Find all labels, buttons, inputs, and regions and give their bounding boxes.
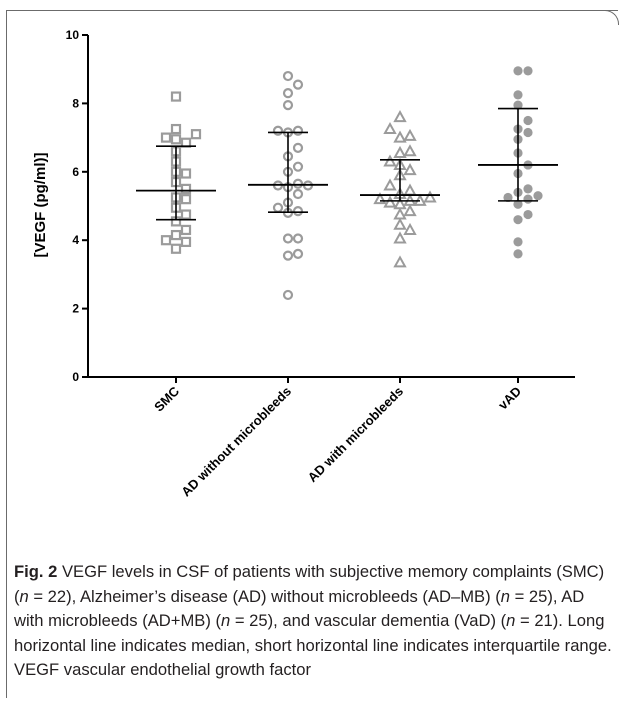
- data-point: [513, 66, 523, 76]
- data-point: [403, 163, 417, 176]
- figure-frame-left: [6, 10, 7, 698]
- data-point: [383, 178, 397, 191]
- data-point: [393, 130, 407, 143]
- data-point: [292, 142, 304, 153]
- data-point: [523, 66, 533, 76]
- data-point: [383, 154, 397, 167]
- x-tick-label: AD without microbleeds: [178, 384, 294, 500]
- data-point: [170, 123, 182, 135]
- y-axis-label: [VEGF (pg/ml)]: [32, 153, 49, 258]
- data-point: [503, 192, 513, 203]
- data-point: [393, 255, 407, 268]
- data-point: [272, 125, 284, 136]
- caption-text-4: = 25), and vascular dementia (VaD) (: [230, 611, 507, 630]
- data-point: [383, 195, 397, 208]
- caption-n-1: n: [19, 586, 29, 606]
- data-point: [513, 249, 523, 259]
- data-point: [403, 183, 417, 196]
- x-tick-label: AD with microbleeds: [305, 384, 407, 486]
- data-point: [292, 206, 304, 217]
- data-point: [403, 144, 417, 157]
- data-point: [170, 91, 182, 102]
- data-point: [383, 121, 397, 135]
- data-point: [160, 132, 172, 143]
- data-points: [160, 66, 543, 301]
- data-point: [523, 194, 533, 204]
- data-point: [180, 183, 192, 194]
- data-point: [292, 248, 304, 259]
- y-tick-label: 8: [72, 96, 79, 110]
- data-point: [170, 134, 182, 145]
- data-point: [533, 191, 543, 201]
- data-point: [373, 192, 387, 205]
- y-tick-label: 2: [72, 302, 79, 316]
- data-point: [523, 115, 533, 126]
- data-point: [180, 194, 192, 205]
- caption-text-2: = 22), Alzheimer’s disease (AD) without …: [28, 586, 501, 606]
- data-point: [292, 178, 304, 189]
- caption-n-3: n: [221, 611, 231, 630]
- data-point: [170, 229, 182, 241]
- data-point: [282, 70, 294, 82]
- data-point: [180, 209, 192, 220]
- data-point: [393, 197, 407, 210]
- y-tick-label: 0: [72, 370, 79, 384]
- data-point: [523, 184, 533, 194]
- x-tick-label: vAD: [495, 384, 524, 413]
- data-point: [513, 100, 523, 110]
- caption-figure-label: Fig. 2: [14, 562, 58, 581]
- data-point: [403, 128, 417, 141]
- data-point: [393, 207, 407, 220]
- data-point: [393, 231, 407, 244]
- caption-text-5: = 21). Long horizontal line indicates me…: [14, 611, 612, 679]
- caption-n-2: n: [500, 586, 511, 606]
- data-point: [282, 250, 294, 261]
- data-point: [403, 204, 417, 217]
- data-point: [180, 168, 192, 179]
- data-point: [292, 161, 304, 172]
- data-point: [523, 127, 533, 138]
- data-point: [292, 233, 304, 244]
- caption-n-4: n: [506, 611, 516, 630]
- data-point: [160, 235, 172, 246]
- data-point: [513, 237, 523, 247]
- data-point: [180, 236, 192, 248]
- figure-frame-top: [6, 10, 618, 11]
- data-point: [170, 243, 182, 254]
- data-point: [292, 188, 304, 200]
- data-point: [292, 125, 304, 136]
- data-point: [393, 145, 407, 158]
- data-point: [423, 190, 437, 203]
- data-point: [393, 217, 407, 230]
- data-point: [282, 233, 294, 244]
- data-point: [513, 215, 523, 225]
- data-point: [513, 199, 523, 209]
- data-point: [393, 110, 407, 123]
- figure-caption: Fig. 2 VEGF levels in CSF of patients wi…: [14, 560, 614, 683]
- y-tick-label: 6: [72, 165, 79, 179]
- data-point: [513, 90, 523, 100]
- data-point: [523, 209, 533, 220]
- data-point: [180, 224, 192, 236]
- y-tick-label: 10: [66, 28, 80, 42]
- data-point: [282, 88, 294, 99]
- data-point: [282, 289, 294, 301]
- caption-text-3: = 25), AD with microbleeds (AD+MB) (: [14, 586, 585, 631]
- y-axis: 0 2 4 6 8 10: [66, 28, 89, 384]
- summary-lines: [136, 107, 558, 221]
- data-point: [292, 79, 304, 90]
- data-point: [403, 222, 417, 235]
- y-tick-label: 4: [72, 233, 79, 247]
- data-point: [190, 129, 202, 140]
- x-tick-label: SMC: [151, 383, 182, 414]
- data-point: [282, 100, 294, 111]
- caption-text-1: VEGF levels in CSF of patients with subj…: [14, 562, 605, 606]
- data-point: [272, 202, 284, 213]
